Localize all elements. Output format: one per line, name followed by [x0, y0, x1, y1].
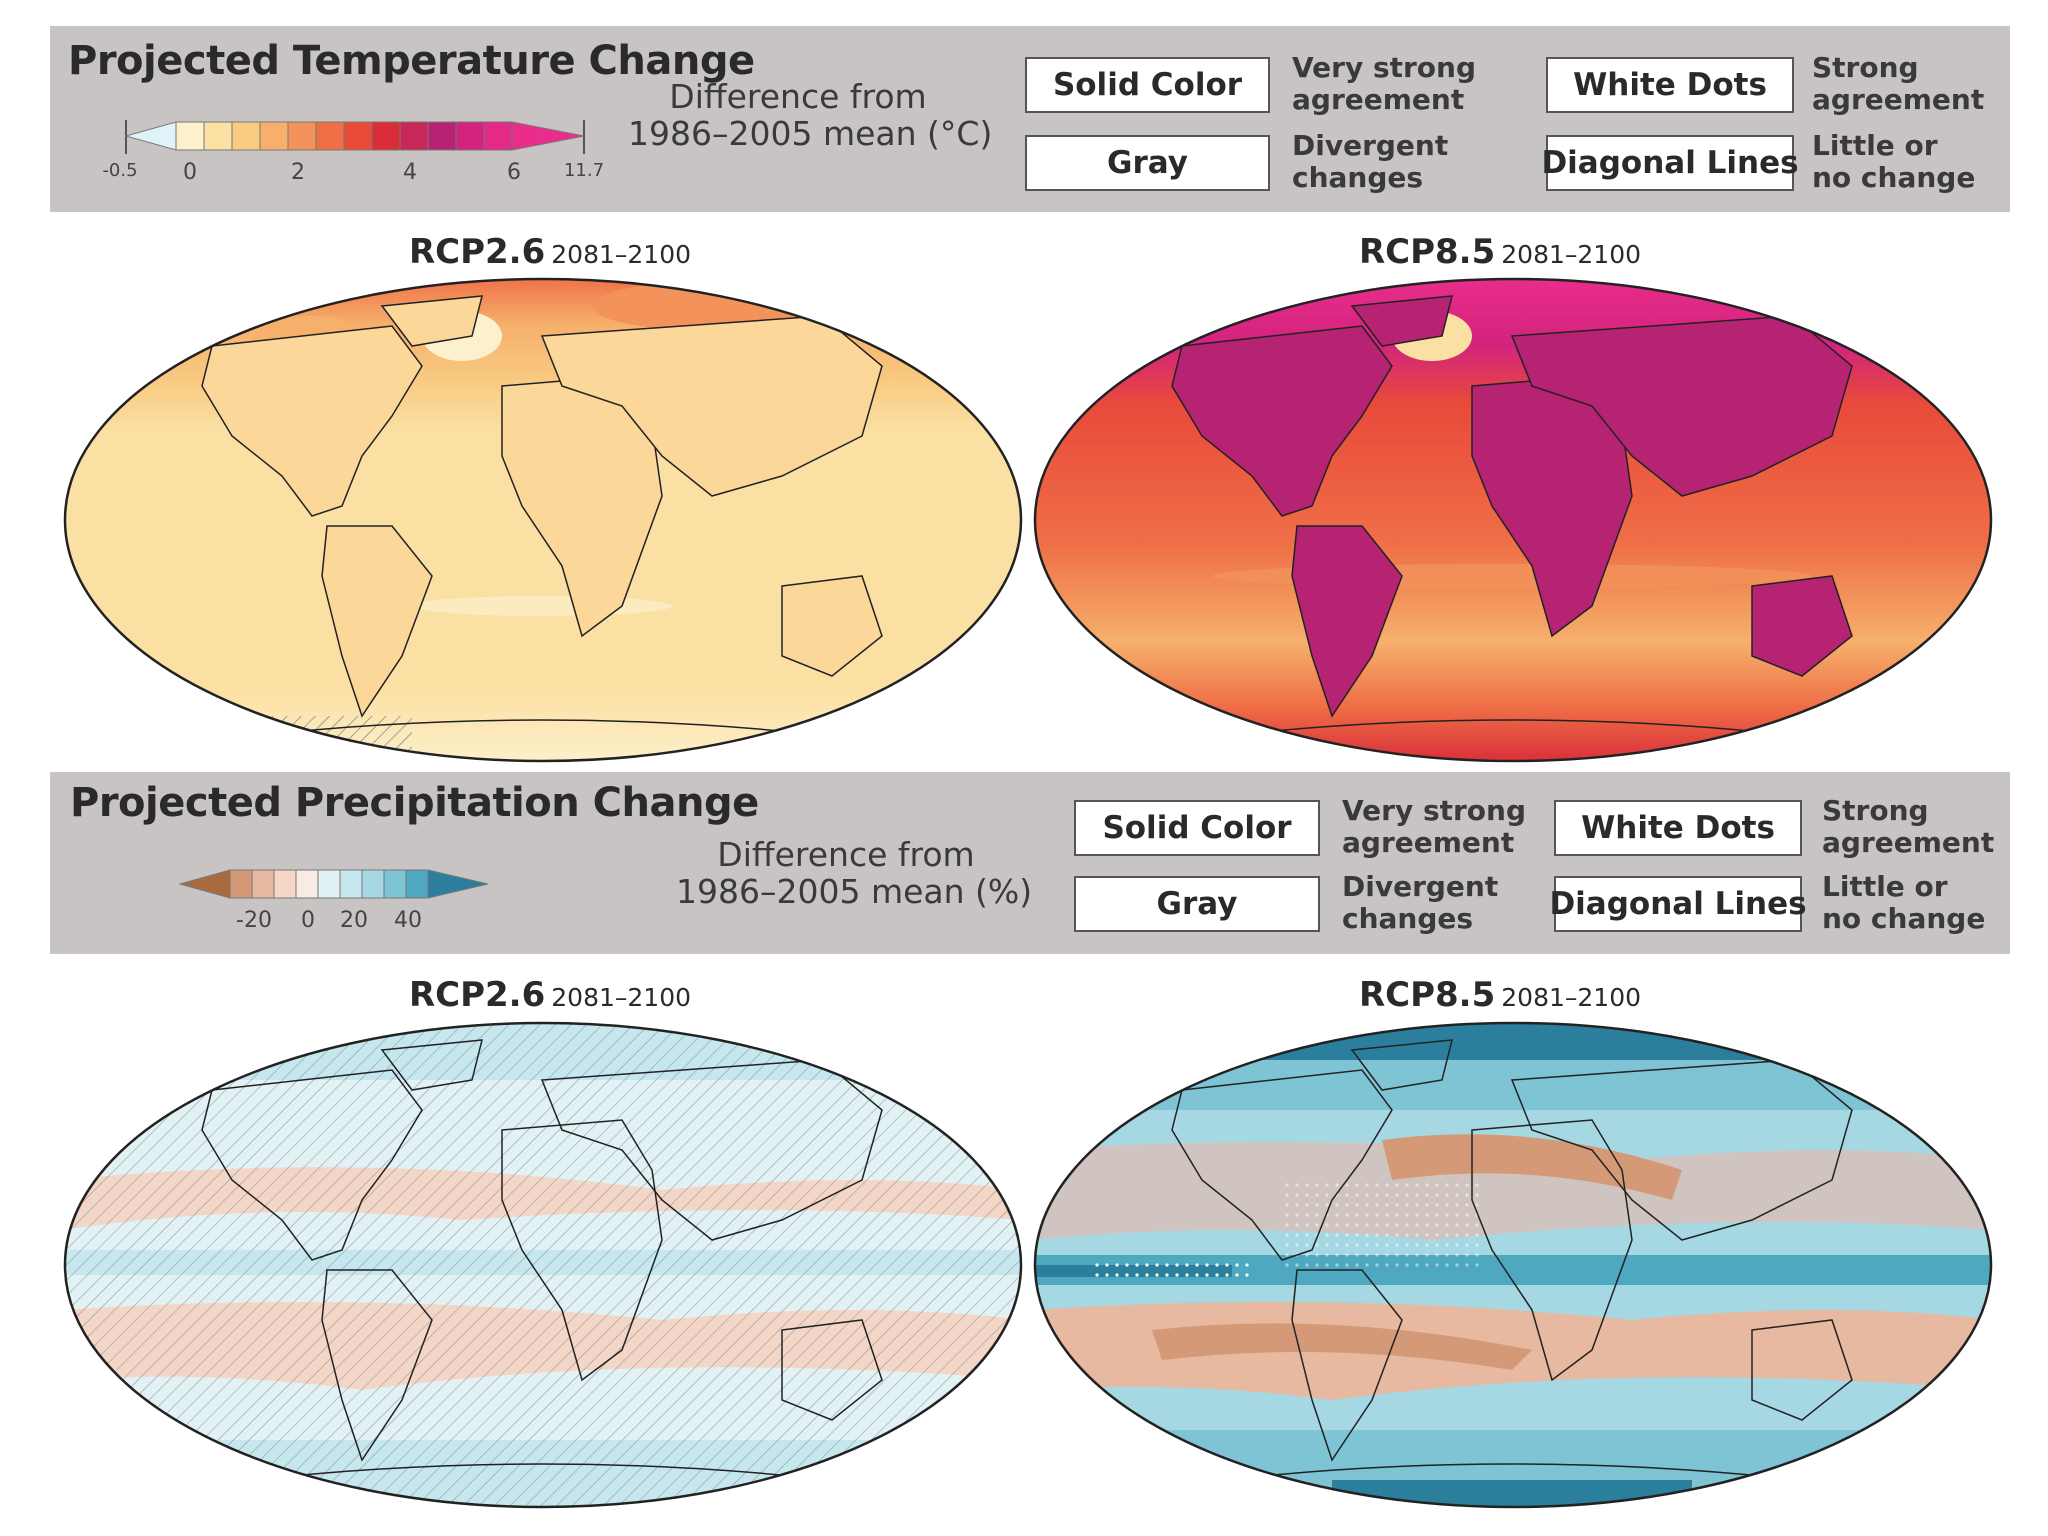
temp-map-title-rcp85: RCP8.5 2081–2100: [1358, 232, 1642, 272]
precipitation-difference-label: Difference from 1986–2005 mean (%): [676, 835, 1033, 911]
key-solid-color: Solid Color: [1025, 57, 1270, 113]
precipitation-title: Projected Precipitation Change: [70, 780, 759, 826]
temperature-title: Projected Temperature Change: [68, 38, 755, 84]
key-gray-desc: Divergent changes: [1292, 129, 1449, 194]
temperature-color-scale: [124, 120, 585, 154]
precip-key-white-dots-desc: Strong agreement: [1822, 794, 1995, 859]
precip-tick-0: 0: [301, 908, 315, 933]
precip-key-white-dots: White Dots: [1554, 800, 1802, 856]
temp-tick-neg0.5: -0.5: [102, 160, 138, 181]
key-diagonal-lines-desc: Little or no change: [1812, 129, 1976, 194]
precip-tick-40: 40: [394, 908, 422, 933]
precip-key-solid-color-desc: Very strong agreement: [1342, 794, 1527, 859]
precip-tick-20: 20: [340, 908, 368, 933]
precip-map-title-rcp85: RCP8.5 2081–2100: [1358, 975, 1642, 1015]
temperature-difference-label: Difference from 1986–2005 mean (°C): [628, 77, 993, 153]
temperature-map-rcp26: [63, 277, 1023, 763]
precip-key-gray: Gray: [1074, 876, 1320, 932]
precip-key-solid-color: Solid Color: [1074, 800, 1320, 856]
temp-map-title-rcp26: RCP2.6 2081–2100: [408, 232, 692, 272]
temp-tick-2: 2: [291, 160, 305, 185]
precip-key-gray-desc: Divergent changes: [1342, 870, 1499, 935]
precip-key-diagonal-lines: Diagonal Lines: [1549, 876, 1807, 932]
key-white-dots: White Dots: [1546, 57, 1794, 113]
temp-tick-6: 6: [507, 160, 521, 185]
precipitation-color-scale: [178, 869, 489, 899]
precip-key-diagonal-lines-desc: Little or no change: [1822, 870, 1986, 935]
temp-tick-11.7: 11.7: [563, 160, 605, 181]
precipitation-map-rcp85: [1033, 1021, 1993, 1509]
temp-tick-0: 0: [183, 160, 197, 185]
key-solid-color-desc: Very strong agreement: [1292, 51, 1477, 116]
temp-tick-4: 4: [403, 160, 417, 185]
key-diagonal-lines: Diagonal Lines: [1541, 135, 1799, 191]
key-white-dots-desc: Strong agreement: [1812, 51, 1985, 116]
key-gray: Gray: [1025, 135, 1270, 191]
temperature-map-rcp85: [1033, 277, 1993, 763]
precip-map-title-rcp26: RCP2.6 2081–2100: [408, 975, 692, 1015]
precip-tick-neg20: -20: [236, 908, 272, 933]
precipitation-map-rcp26: [63, 1021, 1023, 1509]
